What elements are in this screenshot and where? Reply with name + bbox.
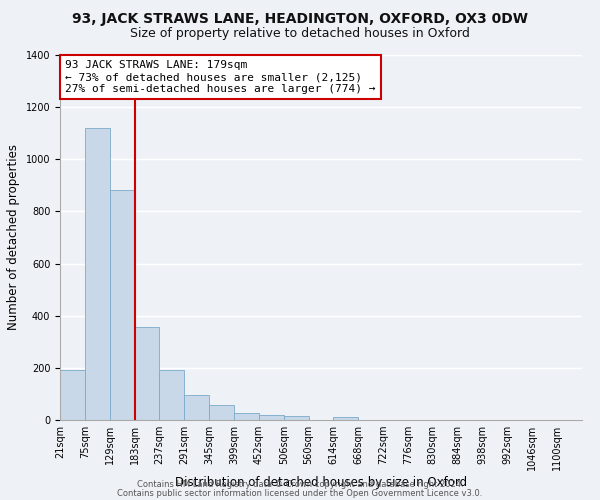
Bar [334, 417, 358, 420]
Bar [85, 128, 110, 420]
Bar [259, 415, 284, 420]
Bar [184, 395, 209, 420]
Bar [110, 190, 134, 420]
Bar [209, 405, 234, 420]
Text: 93 JACK STRAWS LANE: 179sqm
← 73% of detached houses are smaller (2,125)
27% of : 93 JACK STRAWS LANE: 179sqm ← 73% of det… [65, 60, 376, 94]
Text: Contains public sector information licensed under the Open Government Licence v3: Contains public sector information licen… [118, 489, 482, 498]
Bar [60, 370, 85, 420]
Text: Contains HM Land Registry data © Crown copyright and database right 2024.: Contains HM Land Registry data © Crown c… [137, 480, 463, 489]
Text: Size of property relative to detached houses in Oxford: Size of property relative to detached ho… [130, 28, 470, 40]
Bar [160, 370, 184, 420]
Bar [234, 414, 259, 420]
X-axis label: Distribution of detached houses by size in Oxford: Distribution of detached houses by size … [175, 476, 467, 488]
Bar [284, 416, 308, 420]
Y-axis label: Number of detached properties: Number of detached properties [7, 144, 20, 330]
Bar [134, 328, 160, 420]
Text: 93, JACK STRAWS LANE, HEADINGTON, OXFORD, OX3 0DW: 93, JACK STRAWS LANE, HEADINGTON, OXFORD… [72, 12, 528, 26]
